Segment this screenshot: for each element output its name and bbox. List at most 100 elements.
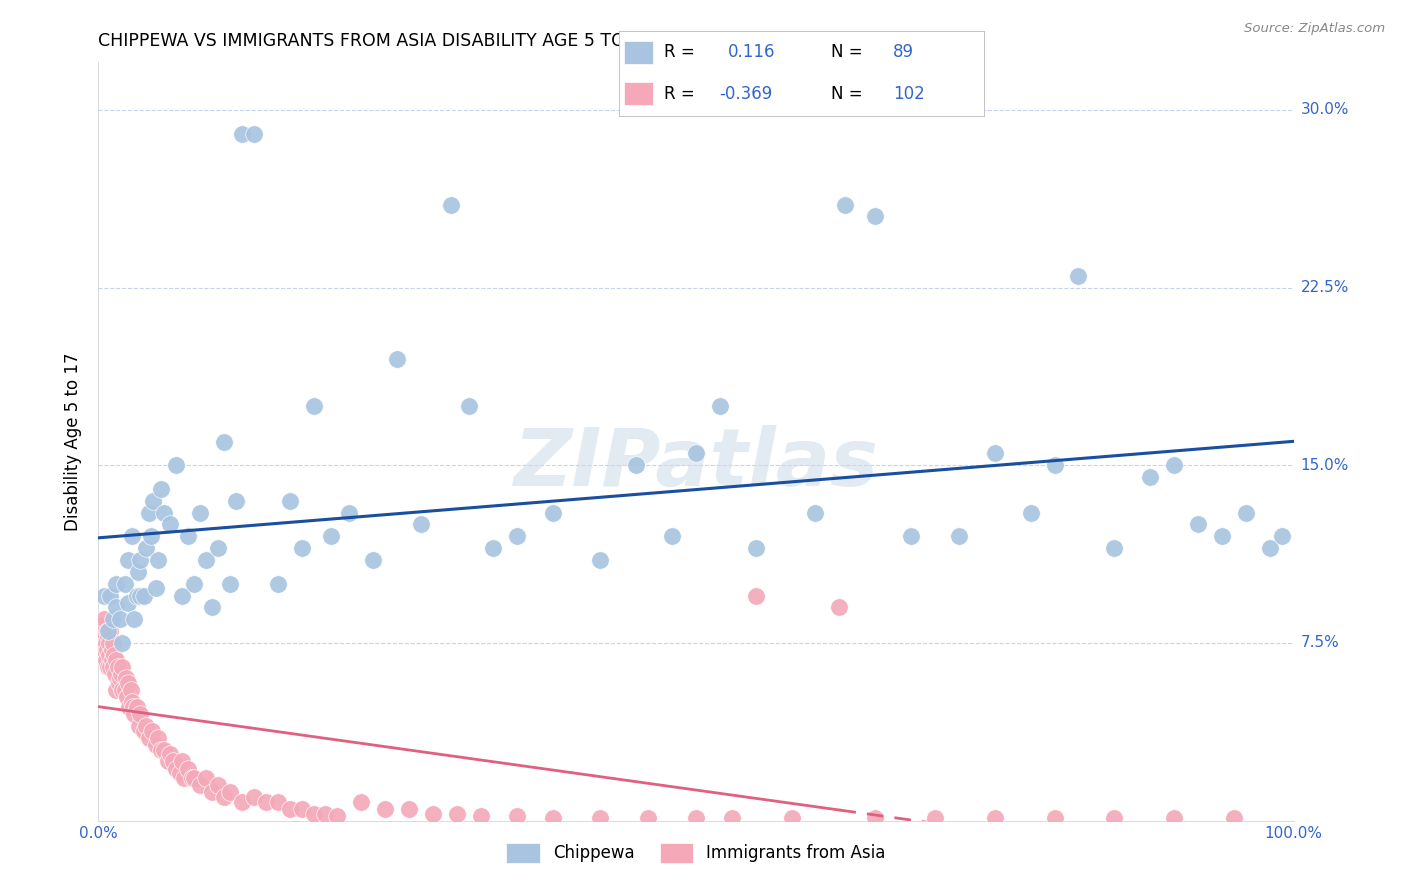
Point bbox=[626, 458, 648, 473]
Text: CHIPPEWA VS IMMIGRANTS FROM ASIA DISABILITY AGE 5 TO 17 CORRELATION CHART: CHIPPEWA VS IMMIGRANTS FROM ASIA DISABIL… bbox=[98, 32, 846, 50]
Point bbox=[481, 541, 505, 556]
Text: 102: 102 bbox=[893, 85, 925, 103]
Point bbox=[129, 553, 152, 567]
Point bbox=[721, 811, 744, 825]
Point bbox=[865, 811, 887, 825]
Point bbox=[212, 789, 235, 804]
Point bbox=[1163, 811, 1185, 825]
Point bbox=[149, 742, 172, 756]
Point bbox=[148, 731, 170, 745]
Point bbox=[173, 771, 195, 785]
Text: 0.116: 0.116 bbox=[728, 44, 776, 62]
Bar bbox=[624, 82, 654, 105]
Point bbox=[107, 676, 129, 690]
Point bbox=[98, 624, 122, 639]
Point bbox=[267, 795, 290, 809]
Point bbox=[1139, 470, 1161, 484]
Point bbox=[201, 785, 224, 799]
Point bbox=[97, 659, 120, 673]
Point bbox=[135, 541, 157, 556]
Text: 30.0%: 30.0% bbox=[1301, 103, 1348, 118]
Point bbox=[195, 771, 218, 785]
Point bbox=[745, 589, 768, 603]
Point bbox=[129, 589, 152, 603]
Point bbox=[1067, 268, 1090, 283]
Point bbox=[637, 811, 659, 825]
Point bbox=[98, 659, 122, 673]
Point bbox=[1104, 811, 1126, 825]
Point bbox=[458, 399, 481, 413]
Point bbox=[91, 643, 114, 657]
Point bbox=[105, 652, 128, 666]
Point bbox=[1258, 541, 1281, 556]
Point bbox=[828, 600, 851, 615]
Point bbox=[93, 643, 115, 657]
Point bbox=[900, 529, 922, 543]
Y-axis label: Disability Age 5 to 17: Disability Age 5 to 17 bbox=[65, 352, 83, 531]
Point bbox=[105, 683, 128, 698]
Point bbox=[117, 596, 139, 610]
Point bbox=[278, 493, 301, 508]
Point bbox=[506, 809, 529, 823]
Point bbox=[398, 802, 420, 816]
Point bbox=[804, 506, 827, 520]
Point bbox=[231, 795, 253, 809]
Point bbox=[101, 612, 124, 626]
Point bbox=[145, 582, 167, 596]
Point bbox=[142, 493, 165, 508]
Point bbox=[172, 589, 194, 603]
Text: N =: N = bbox=[831, 44, 862, 62]
Point bbox=[1019, 506, 1042, 520]
Point bbox=[115, 672, 138, 686]
Point bbox=[302, 399, 325, 413]
Point bbox=[385, 351, 409, 366]
Point bbox=[440, 197, 463, 211]
Point bbox=[165, 458, 187, 473]
Point bbox=[135, 719, 157, 733]
Point bbox=[120, 683, 142, 698]
Point bbox=[93, 612, 115, 626]
Point bbox=[153, 506, 176, 520]
Point bbox=[117, 553, 139, 567]
Point bbox=[1163, 458, 1185, 473]
Point bbox=[685, 811, 707, 825]
Point bbox=[125, 589, 148, 603]
Point bbox=[589, 811, 612, 825]
Point bbox=[183, 771, 205, 785]
Point bbox=[225, 493, 247, 508]
Point bbox=[122, 699, 145, 714]
Point bbox=[98, 636, 121, 650]
Point bbox=[103, 648, 125, 662]
Text: 22.5%: 22.5% bbox=[1301, 280, 1348, 295]
Point bbox=[541, 811, 564, 825]
Point bbox=[159, 517, 181, 532]
Point bbox=[121, 529, 143, 543]
Point bbox=[127, 565, 149, 579]
Point bbox=[114, 576, 136, 591]
Point bbox=[177, 762, 200, 776]
Point bbox=[105, 600, 128, 615]
Point bbox=[108, 672, 131, 686]
Point bbox=[231, 127, 253, 141]
Legend: Chippewa, Immigrants from Asia: Chippewa, Immigrants from Asia bbox=[499, 837, 893, 869]
Point bbox=[91, 629, 114, 643]
Point bbox=[1104, 541, 1126, 556]
Point bbox=[374, 802, 396, 816]
Point bbox=[984, 811, 1007, 825]
Point bbox=[159, 747, 181, 762]
Point bbox=[195, 553, 218, 567]
Point bbox=[411, 517, 433, 532]
Point bbox=[291, 541, 314, 556]
Point bbox=[96, 624, 118, 639]
Point bbox=[98, 648, 121, 662]
Point bbox=[177, 529, 200, 543]
Point bbox=[1271, 529, 1294, 543]
Point bbox=[118, 699, 141, 714]
Point bbox=[470, 809, 492, 823]
Point bbox=[865, 210, 887, 224]
Point bbox=[111, 636, 134, 650]
Point bbox=[129, 706, 152, 721]
Point bbox=[201, 600, 224, 615]
Point bbox=[291, 802, 314, 816]
Point bbox=[108, 612, 131, 626]
